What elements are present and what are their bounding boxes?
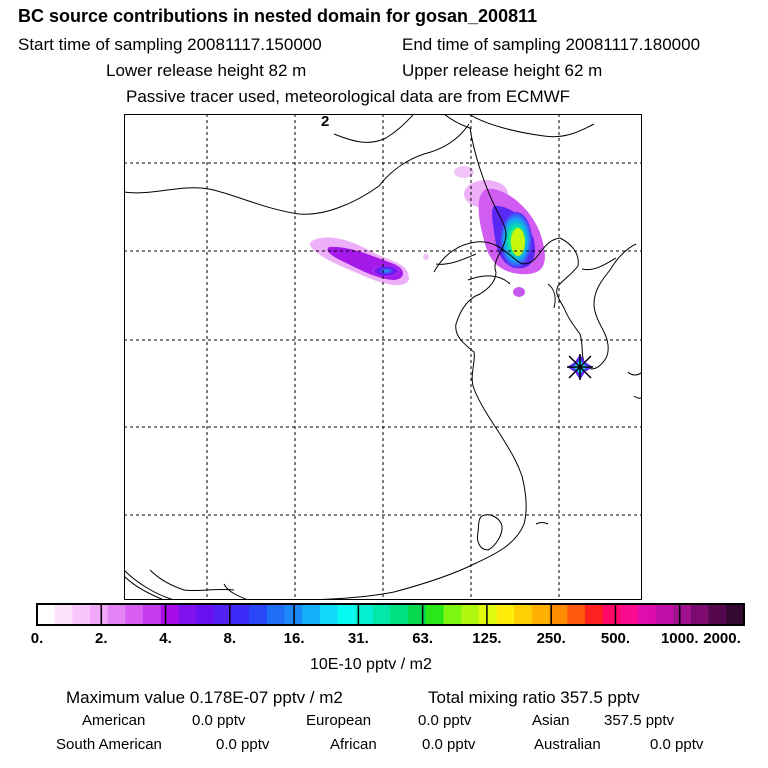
colorbar-cell <box>266 604 285 625</box>
colorbar-cell <box>655 604 674 625</box>
region-south-american-value: 0.0 pptv <box>216 736 270 753</box>
region-american-value: 0.0 pptv <box>192 712 246 729</box>
map-frame <box>124 114 642 600</box>
colorbar-cell <box>584 604 604 625</box>
colorbar-tick-label: 1000. <box>660 630 699 647</box>
colorbar-cell <box>54 604 73 625</box>
colorbar-tick-label: 2. <box>95 630 108 647</box>
colorbar-cell <box>213 604 232 625</box>
colorbar-cell <box>72 604 91 625</box>
colorbar-unit-label: 10E-10 pptv / m2 <box>310 656 432 673</box>
region-asian-label: Asian <box>532 712 570 729</box>
total-mixing-label: Total mixing ratio 357.5 pptv <box>428 688 640 707</box>
colorbar-cell <box>637 604 657 625</box>
colorbar-cell <box>302 604 321 625</box>
colorbar-tick-label: 63. <box>412 630 434 647</box>
colorbar-cell <box>602 604 621 625</box>
colorbar-cell <box>160 604 179 625</box>
colorbar-cell <box>408 604 427 625</box>
graticule <box>124 114 642 600</box>
colorbar-cell <box>337 604 356 625</box>
region-south-american-label: South American <box>56 736 162 753</box>
colorbar-cell <box>125 604 144 625</box>
colorbar-tick-label: 125. <box>472 630 502 647</box>
receptor-star-icon <box>567 354 593 380</box>
colorbar-cell <box>143 604 162 625</box>
plume-west <box>310 237 429 286</box>
colorbar-cell <box>461 604 480 625</box>
colorbar-cell <box>549 604 568 625</box>
colorbar-cell <box>178 604 197 625</box>
colorbar-tick-label: 2000. <box>703 630 741 647</box>
colorbar-cell <box>496 604 515 625</box>
colorbar-cell <box>425 604 445 625</box>
colorbar-cell <box>249 604 268 625</box>
colorbar-cell <box>514 604 533 625</box>
colorbar-tick-label: 4. <box>159 630 172 647</box>
start-time-label: Start time of sampling 20081117.150000 <box>18 35 322 54</box>
colorbar-tick-label: 0. <box>30 630 44 647</box>
colorbar-cell <box>355 604 374 625</box>
region-australian-label: Australian <box>534 736 601 753</box>
colorbar-cell <box>567 604 586 625</box>
colorbar-cell <box>37 604 56 625</box>
colorbar-tick-label: 500. <box>600 630 631 647</box>
colorbar-cell <box>90 604 109 625</box>
region-european-value: 0.0 pptv <box>418 712 472 729</box>
colorbar-cell <box>319 604 338 625</box>
tracer-note: Passive tracer used, meteorological data… <box>126 87 571 106</box>
region-european-label: European <box>306 712 372 729</box>
grid-label: 2 <box>321 114 329 130</box>
region-african-value: 0.0 pptv <box>422 736 476 753</box>
colorbar-cell <box>531 604 551 625</box>
colorbar-tick-label: 31. <box>347 630 369 647</box>
colorbar-cell <box>390 604 409 625</box>
colorbar-cell <box>620 604 639 625</box>
lower-release-label: Lower release height 82 m <box>106 61 307 80</box>
colorbar <box>36 603 745 626</box>
colorbar-cell <box>443 604 462 625</box>
colorbar-cell <box>690 604 710 625</box>
colorbar-tick-label: 250. <box>536 630 566 647</box>
colorbar-cell <box>708 604 727 625</box>
colorbar-cell <box>196 604 215 625</box>
colorbar-cell <box>107 604 126 625</box>
upper-release-label: Upper release height 62 m <box>402 61 603 80</box>
figure-title: BC source contributions in nested domain… <box>18 6 538 26</box>
colorbar-cell <box>478 604 498 625</box>
region-american-label: American <box>82 712 146 729</box>
colorbar-cell <box>372 604 391 625</box>
region-asian-value: 357.5 pptv <box>604 712 675 729</box>
map-panel: 2 <box>124 114 642 600</box>
colorbar-cell <box>726 604 745 625</box>
end-time-label: End time of sampling 20081117.180000 <box>402 35 701 54</box>
colorbar-cell <box>673 604 692 625</box>
max-value-label: Maximum value 0.178E-07 pptv / m2 <box>66 688 343 707</box>
region-australian-value: 0.0 pptv <box>650 736 704 753</box>
colorbar-cell <box>231 604 250 625</box>
coastlines <box>124 114 642 600</box>
region-african-label: African <box>330 736 377 753</box>
colorbar-tick-label: 8. <box>223 630 237 647</box>
colorbar-tick-label: 16. <box>283 630 305 647</box>
